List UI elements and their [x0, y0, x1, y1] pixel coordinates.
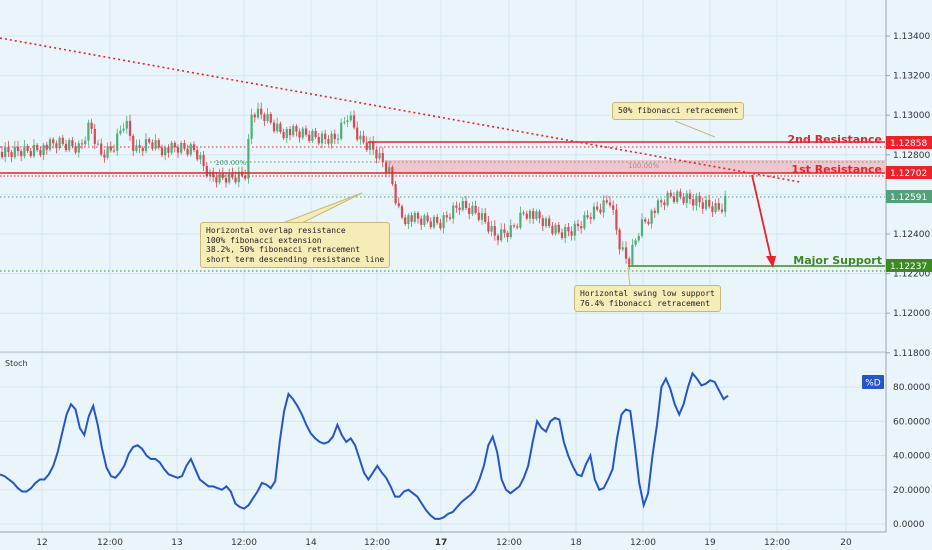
- date-tick-label: 12:00: [364, 538, 390, 548]
- price-tick-label: 1.11800: [893, 349, 930, 359]
- date-tick-label: 14: [305, 538, 317, 548]
- price-tick-label: 1.12400: [893, 230, 930, 240]
- date-tick-label: 12:00: [97, 538, 123, 548]
- date-tick-label: 12:00: [231, 538, 257, 548]
- annotation-swing-low: Horizontal swing low support 76.4% fibon…: [574, 285, 721, 312]
- price-candles: [0, 102, 727, 270]
- stoch-d-badge: %D: [862, 375, 884, 389]
- annotation-top-fib: 50% fibonacci retracement: [612, 102, 745, 120]
- projection-arrow: [751, 174, 776, 268]
- date-tick-label: 19: [704, 538, 716, 548]
- date-tick-label: 17: [435, 538, 448, 548]
- stoch-axis: 80.0000 60.0000 40.0000 20.0000 0.0000: [893, 383, 930, 530]
- date-tick-label: 12:00: [630, 538, 656, 548]
- price-badge-major-support: 1.12237: [886, 259, 932, 272]
- stoch-tick-label: 40.0000: [893, 452, 930, 462]
- svg-text:1.12237: 1.12237: [890, 262, 927, 272]
- date-tick-label: 12: [36, 538, 47, 548]
- stoch-tick-label: 60.0000: [893, 417, 930, 427]
- second-resistance-label: 2nd Resistance: [788, 133, 882, 146]
- price-badge-current: 1.12591: [886, 190, 932, 203]
- price-tick-label: 1.12000: [893, 309, 930, 319]
- stoch-d-line: [0, 371, 729, 520]
- first-resistance-label: 1st Resistance: [791, 163, 882, 176]
- descending-resistance-line: [0, 37, 801, 183]
- callout-pointer-top: [674, 120, 716, 138]
- price-badge-1st-resistance: 1.12702: [886, 166, 932, 179]
- annotation-overlap-line-4: short term descending resistance line: [206, 254, 385, 264]
- date-tick-label: 18: [570, 538, 582, 548]
- fib-label-right: 100.00%: [628, 162, 659, 170]
- resistance-zone: [385, 160, 885, 173]
- date-tick-label: 13: [171, 538, 182, 548]
- annotation-overlap-line-3: 38.2%, 50% fibonacci retracement: [206, 245, 361, 254]
- date-tick-label: 12:00: [764, 538, 790, 548]
- stoch-tick-label: 0.0000: [893, 520, 925, 530]
- annotation-overlap: Horizontal overlap resistance 100% fibon…: [200, 222, 391, 268]
- date-tick-label: 12:00: [496, 538, 522, 548]
- price-tick-label: 1.12200: [893, 270, 930, 280]
- callout-pointer-swing: [627, 267, 631, 287]
- stoch-tick-label: 80.0000: [893, 383, 930, 393]
- svg-text:1.12858: 1.12858: [890, 139, 927, 149]
- svg-text:1.12702: 1.12702: [890, 169, 927, 179]
- stoch-label: Stoch: [5, 359, 28, 368]
- price-tick-label: 1.12800: [893, 151, 930, 161]
- date-tick-label: 20: [840, 538, 852, 548]
- date-axis: 12 12:00 13 12:00 14 12:00 17 12:00 18 12:00 19 12:…: [36, 538, 852, 548]
- fib-label-left: 100.00%: [215, 159, 246, 167]
- price-tick-label: 1.13400: [893, 32, 930, 42]
- stoch-tick-label: 20.0000: [893, 486, 930, 496]
- price-tick-label: 1.13200: [893, 72, 930, 82]
- annotation-swing-line-1: Horizontal swing low support: [580, 289, 715, 298]
- annotation-swing-line-2: 76.4% fibonacci retracement: [580, 298, 711, 308]
- price-tick-label: 1.13000: [893, 111, 930, 121]
- annotation-overlap-line-2: 100% fibonacci extension: [206, 235, 322, 245]
- annotation-overlap-line-1: Horizontal overlap resistance: [206, 226, 346, 235]
- major-support-label: Major Support: [793, 254, 882, 267]
- svg-text:1.12591: 1.12591: [890, 193, 927, 203]
- svg-text:%D: %D: [865, 379, 881, 389]
- annotation-top-fib-text: 50% fibonacci retracement: [618, 106, 739, 115]
- price-badge-2nd-resistance: 1.12858: [886, 136, 932, 149]
